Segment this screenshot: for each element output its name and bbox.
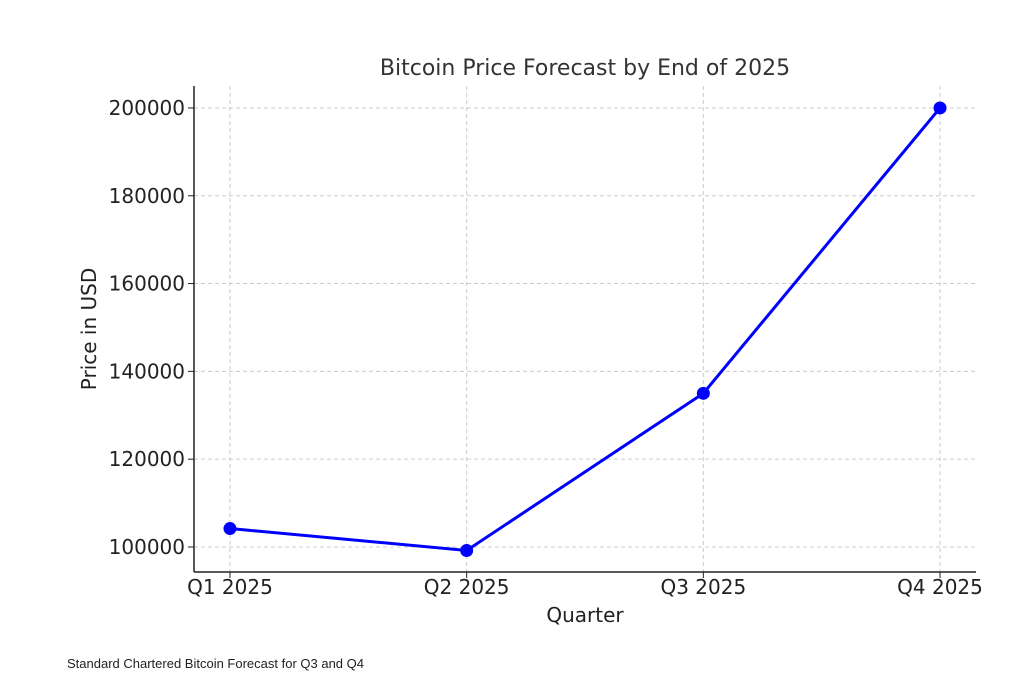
data-point (696, 386, 710, 400)
x-tick-label: Q2 2025 (424, 575, 510, 599)
y-tick-label: 120000 (109, 447, 185, 471)
y-tick-label: 160000 (109, 272, 185, 296)
data-point (223, 522, 237, 536)
points (223, 101, 947, 557)
x-tick-label: Q1 2025 (187, 575, 273, 599)
data-point (460, 543, 474, 557)
ticks: 100000 120000 140000 160000 180000 200000 Q1 2… (109, 96, 983, 599)
data-point (933, 101, 947, 115)
grid (194, 86, 976, 572)
y-tick-label: 200000 (109, 96, 185, 120)
y-tick-label: 100000 (109, 535, 185, 559)
x-tick-label: Q3 2025 (660, 575, 746, 599)
series-line (229, 106, 942, 553)
y-tick-label: 180000 (109, 184, 185, 208)
y-tick-label: 140000 (109, 359, 185, 383)
y-axis-label: Price in USD (77, 268, 101, 390)
chart-title: Bitcoin Price Forecast by End of 2025 (380, 56, 790, 81)
x-tick-label: Q4 2025 (897, 575, 983, 599)
caption: Standard Chartered Bitcoin Forecast for … (67, 656, 364, 671)
x-axis-label: Quarter (546, 603, 624, 627)
